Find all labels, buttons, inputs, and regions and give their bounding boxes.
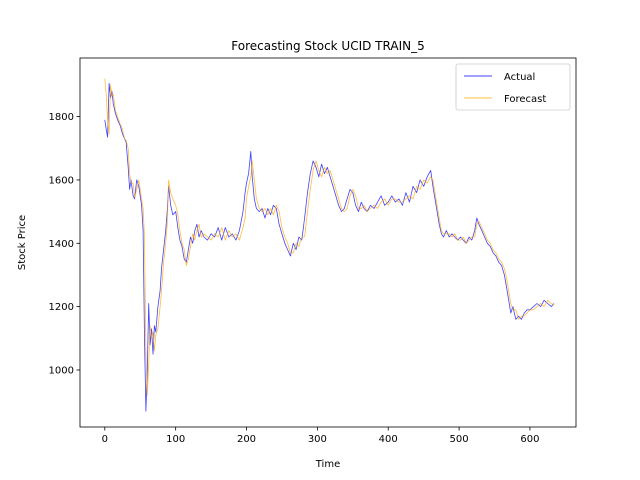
x-tick-label: 600: [520, 434, 539, 445]
y-tick-label: 1400: [49, 239, 74, 250]
x-tick-label: 400: [379, 434, 398, 445]
legend-label-actual: Actual: [504, 72, 535, 83]
y-axis-ticks: 1000 1200 1400 1600 1800: [49, 112, 80, 376]
y-tick-label: 1200: [49, 302, 74, 313]
x-tick-label: 300: [308, 434, 327, 445]
series-layer: [104, 78, 555, 412]
y-axis-label: Stock Price: [17, 215, 28, 270]
y-tick-label: 1000: [49, 365, 74, 376]
series-line-actual: [104, 82, 555, 412]
x-tick-label: 500: [450, 434, 469, 445]
chart-title: Forecasting Stock UCID TRAIN_5: [231, 39, 424, 53]
legend-label-forecast: Forecast: [504, 94, 546, 105]
legend-box: [455, 63, 571, 111]
series-line-forecast: [104, 78, 555, 396]
legend: Actual Forecast: [455, 63, 571, 111]
y-tick-label: 1800: [49, 112, 74, 123]
plot-frame: [79, 57, 577, 428]
x-axis-label: Time: [315, 459, 340, 470]
x-axis-ticks: 0 100 200 300 400 500 600: [102, 427, 539, 445]
x-tick-label: 100: [166, 434, 185, 445]
x-tick-label: 200: [237, 434, 256, 445]
x-tick-label: 0: [102, 434, 108, 445]
y-tick-label: 1600: [49, 175, 74, 186]
